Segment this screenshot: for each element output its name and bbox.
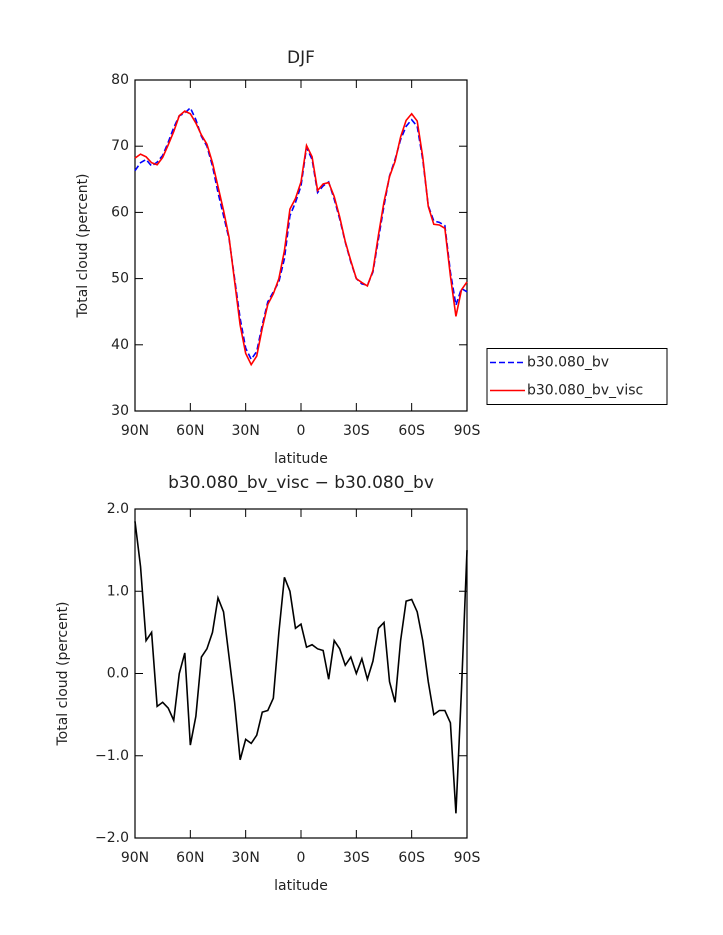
x-tick-label: 60N — [176, 850, 204, 866]
legend: b30.080_bv b30.080_bv_visc — [486, 348, 668, 405]
y-tick-label: 1.0 — [107, 583, 129, 599]
chart-panel: DJF latitude Total cloud (percent) 30 40 50 60… — [75, 48, 668, 467]
x-tick-label: 90N — [121, 850, 149, 866]
y-tick-label: 2.0 — [107, 501, 129, 517]
y-tick-label: 40 — [111, 337, 129, 353]
y-axis-label: Total cloud (percent) — [55, 601, 71, 746]
y-tick-label: 70 — [111, 138, 129, 154]
y-tick-label: 80 — [111, 72, 129, 88]
data-line — [134, 106, 468, 361]
legend-label: b30.080_bv_visc — [527, 383, 643, 399]
x-tick-label: 30N — [232, 850, 260, 866]
x-tick-label: 30N — [232, 423, 260, 439]
y-axis-label: Total cloud (percent) — [75, 173, 91, 318]
x-axis-label: latitude — [274, 878, 328, 894]
x-tick-label: 90S — [454, 850, 481, 866]
x-tick-label: 60N — [176, 423, 204, 439]
chart-panel: b30.080_bv_visc − b30.080_bv latitude Tota… — [55, 473, 480, 894]
x-tick-label: 60S — [398, 850, 425, 866]
x-tick-label: 60S — [398, 423, 425, 439]
x-tick-label: 30S — [343, 850, 370, 866]
x-tick-label: 30S — [343, 423, 370, 439]
legend-label: b30.080_bv — [527, 355, 609, 371]
x-tick-label: 0 — [297, 850, 306, 866]
y-tick-label: −2.0 — [95, 830, 129, 846]
x-tick-label: 90N — [121, 423, 149, 439]
data-line — [134, 521, 468, 814]
y-tick-label: 0.0 — [107, 666, 129, 682]
legend-box — [486, 348, 668, 405]
y-tick-label: 60 — [111, 204, 129, 220]
chart-title: DJF — [287, 48, 315, 68]
y-tick-label: −1.0 — [95, 748, 129, 764]
x-axis-label: latitude — [274, 451, 328, 467]
y-tick-label: 50 — [111, 271, 129, 287]
data-line — [134, 110, 468, 367]
x-tick-label: 0 — [297, 423, 306, 439]
x-tick-label: 90S — [454, 423, 481, 439]
plot-frame — [134, 508, 468, 839]
chart-title: b30.080_bv_visc − b30.080_bv — [168, 473, 434, 493]
y-tick-label: 30 — [111, 403, 129, 419]
